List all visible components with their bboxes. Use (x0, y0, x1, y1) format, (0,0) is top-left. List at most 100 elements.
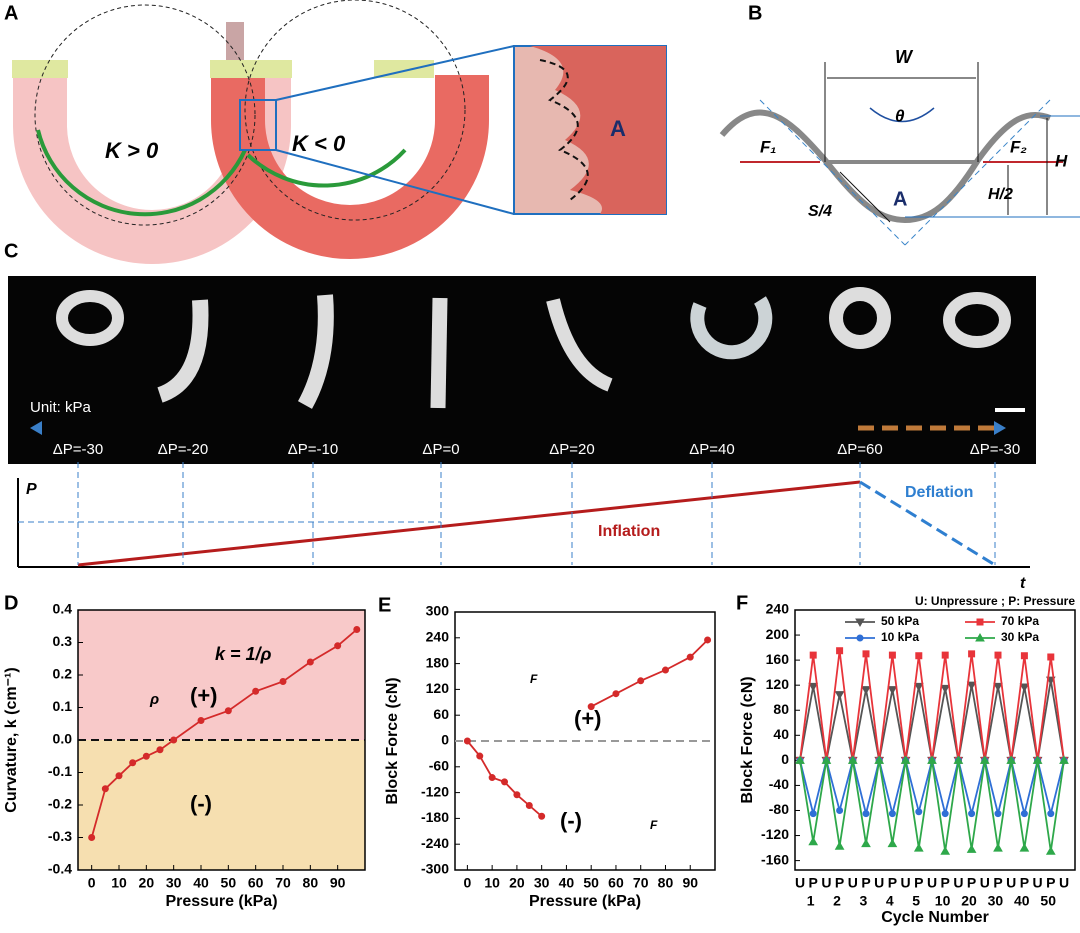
x-tick-label: 50 (221, 875, 237, 891)
marker (686, 653, 694, 661)
y-tick-label: 160 (766, 651, 790, 667)
label: θ (895, 106, 905, 125)
x-tick-label: U (821, 875, 831, 891)
x-tick-label: U (1059, 875, 1069, 891)
actuator-photo (829, 287, 891, 349)
x-tick-label: P (941, 875, 950, 891)
x-tick-label: 50 (583, 875, 599, 891)
x-axis-label: Cycle Number (881, 909, 989, 926)
x-tick-label: P (835, 875, 844, 891)
marker (861, 838, 871, 848)
zoom-line (275, 45, 515, 101)
marker (808, 836, 819, 846)
y-tick-label: 240 (426, 629, 450, 645)
arrow-head (30, 421, 42, 435)
wave (539, 59, 589, 201)
annotation: (-) (560, 808, 582, 833)
cycle-label: 1 (807, 893, 815, 909)
dim-arrow (839, 171, 891, 223)
y-tick-label: 200 (766, 626, 790, 642)
panel-label: C (4, 240, 18, 262)
marker (953, 755, 964, 764)
marker (795, 755, 805, 764)
marker (834, 841, 845, 850)
marker (1020, 810, 1028, 818)
panel-label: E (378, 594, 391, 616)
marker (334, 642, 342, 650)
pressure-label: ΔP=-30 (970, 441, 1020, 458)
label: W (895, 47, 914, 67)
dashed-circle (244, 0, 466, 221)
y-tick-label: -60 (429, 758, 449, 774)
marker (888, 810, 896, 818)
marker (476, 752, 484, 760)
unit-label: Unit: kPa (30, 399, 92, 416)
marker (900, 755, 911, 764)
marker (170, 736, 178, 744)
annotation: (+) (190, 683, 218, 708)
x-tick-label: 80 (303, 875, 319, 891)
x-tick-label: U (901, 875, 911, 891)
cycle-label: 30 (988, 893, 1004, 909)
marker (587, 703, 595, 711)
y-tick-label: 0 (441, 732, 449, 748)
y-tick-label: 0.0 (53, 731, 73, 747)
marker (224, 707, 232, 715)
region (78, 610, 365, 740)
cycle-label: 5 (912, 893, 920, 909)
x-tick-label: 30 (534, 875, 550, 891)
legend-label: 30 kPa (1001, 630, 1039, 644)
marker (861, 686, 871, 695)
series-line (799, 760, 1065, 815)
marker (994, 810, 1002, 818)
x-tick-label: 0 (463, 875, 471, 891)
marker (888, 651, 896, 659)
plot-frame (794, 609, 1076, 871)
panel-b: B W θ F₁ F₂ H H/2 S/4 A (719, 2, 1080, 246)
x-tick-label: U (1006, 875, 1016, 891)
marker (279, 678, 287, 685)
annotation: (+) (574, 706, 602, 731)
y-tick-label: 40 (773, 726, 789, 742)
marker (1045, 846, 1056, 855)
label: F₁ (760, 137, 776, 156)
marker (847, 755, 858, 764)
y-tick-label: 0 (781, 751, 789, 767)
marker (101, 785, 109, 793)
x-tick-label: 20 (509, 875, 525, 891)
x-tick-label: 0 (88, 875, 96, 891)
tube-negative (211, 75, 489, 259)
panel-c: C Unit: kPa P t Inflation Deflation (4, 240, 1036, 592)
marker (913, 682, 924, 692)
annotation: F (650, 818, 658, 832)
marker (808, 682, 819, 692)
marker (979, 755, 990, 764)
marker (966, 681, 977, 691)
marker (821, 755, 832, 764)
label: Deflation (905, 484, 973, 501)
green-arc (246, 148, 407, 188)
marker (538, 812, 546, 820)
label: A (893, 188, 907, 210)
x-tick-label: 90 (682, 875, 698, 891)
cycle-label: 20 (961, 893, 977, 909)
deflation-line (859, 480, 996, 567)
y-tick-label: 0.1 (53, 698, 73, 714)
marker (887, 686, 898, 695)
y-tick-label: -120 (421, 783, 449, 799)
marker (856, 634, 864, 642)
x-tick-label: 60 (608, 875, 624, 891)
marker (353, 626, 361, 633)
arrow-head (994, 421, 1006, 435)
marker (855, 618, 865, 628)
marker (197, 717, 205, 724)
marker (994, 651, 1002, 659)
marker (1047, 653, 1055, 661)
axis-label: t (1020, 575, 1026, 592)
pressure-label: ΔP=0 (422, 441, 459, 458)
y-tick-label: -240 (421, 835, 449, 851)
label: K < 0 (292, 131, 346, 156)
y-tick-label: 300 (426, 603, 450, 619)
label: Inflation (598, 523, 660, 540)
